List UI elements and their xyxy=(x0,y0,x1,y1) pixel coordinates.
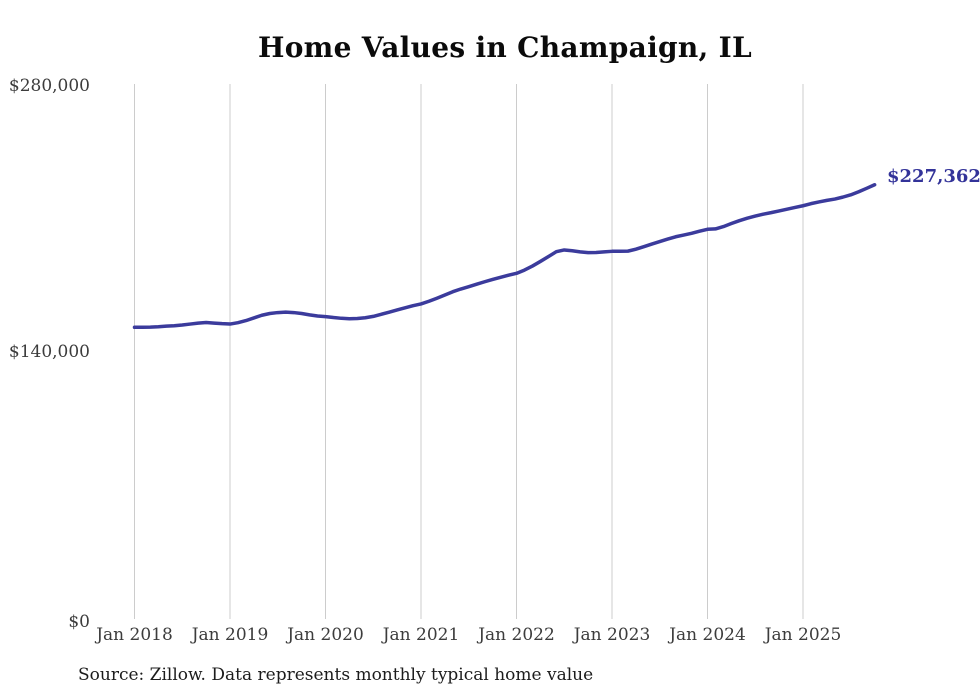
x-axis-tick-label: Jan 2019 xyxy=(190,625,269,645)
x-axis-tick-label: Jan 2021 xyxy=(381,625,460,645)
y-axis-tick-label-280000: $280,000 xyxy=(8,76,90,96)
x-axis-tick-label: Jan 2023 xyxy=(572,625,651,645)
home-value-line xyxy=(132,183,877,330)
source-note: Source: Zillow. Data represents monthly … xyxy=(78,665,594,685)
last-value-label: $227,362 xyxy=(887,166,980,187)
x-axis-tick-label: Jan 2024 xyxy=(667,625,746,645)
x-axis-tick-label: Jan 2022 xyxy=(476,625,555,645)
y-axis-tick-label-0: $0 xyxy=(68,612,90,632)
x-axis-tick-label: Jan 2020 xyxy=(285,625,364,645)
x-axis-tick-label: Jan 2018 xyxy=(94,625,173,645)
x-axis-tick-label: Jan 2025 xyxy=(763,625,842,645)
chart-title: Home Values in Champaign, IL xyxy=(257,31,753,64)
y-axis-tick-label-140000: $140,000 xyxy=(8,342,90,362)
